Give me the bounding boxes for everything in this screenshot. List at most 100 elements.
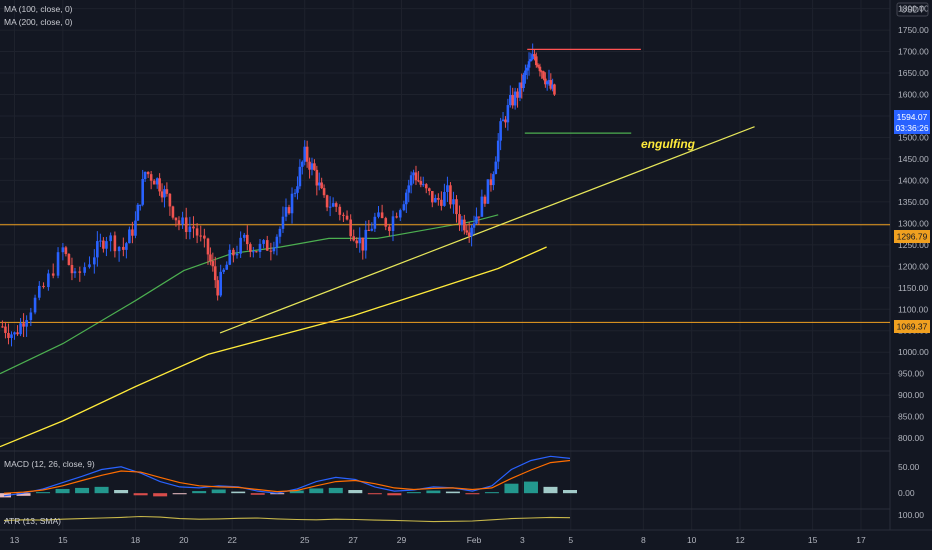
- time-tick-label: 15: [808, 535, 818, 545]
- candle-body: [125, 243, 128, 250]
- time-tick-label: 17: [856, 535, 866, 545]
- macd-histogram-bar: [133, 493, 148, 496]
- candle-body: [269, 250, 273, 252]
- price-tick-label: 1750.00: [898, 25, 929, 35]
- time-tick-label: 15: [58, 535, 68, 545]
- candle-body: [545, 81, 549, 85]
- macd-histogram-bar: [543, 486, 558, 494]
- candle-body: [158, 178, 161, 192]
- candle-body: [181, 217, 184, 225]
- candle-body: [305, 146, 309, 162]
- candle-body: [538, 66, 542, 72]
- candle-body: [496, 140, 500, 162]
- candle-body: [42, 285, 45, 287]
- candle-body: [419, 181, 423, 185]
- candle-body: [213, 266, 217, 281]
- last-price-tag: 1594.07 03:36:26: [894, 110, 930, 134]
- candle-body: [61, 247, 65, 253]
- macd-histogram-bar: [211, 489, 226, 494]
- time-tick-label: 18: [131, 535, 141, 545]
- macd-pane: [0, 455, 577, 498]
- candle-body: [219, 271, 222, 296]
- candle-body: [467, 232, 471, 237]
- macd-tick-label: 50.00: [898, 462, 920, 472]
- candle-body: [171, 206, 175, 218]
- candle-body: [141, 179, 144, 205]
- candle-body: [525, 67, 529, 71]
- candle-body: [203, 235, 206, 239]
- time-tick-label: 10: [687, 535, 697, 545]
- macd-legend[interactable]: MACD (12, 26, close, 9): [4, 459, 95, 469]
- candle-body: [465, 230, 469, 233]
- candle-body: [483, 196, 487, 204]
- candle-body: [345, 215, 349, 220]
- macd-histogram-bar: [16, 493, 31, 496]
- candle-body: [163, 189, 166, 198]
- countdown-value: 03:36:26: [895, 123, 928, 133]
- candle-body: [105, 241, 108, 249]
- candle-body: [281, 216, 285, 229]
- atr-legend[interactable]: ATR (13, SMA): [4, 516, 61, 526]
- candle-body: [56, 252, 60, 276]
- macd-histogram-bar: [328, 487, 343, 494]
- candle-body: [25, 320, 28, 327]
- macd-histogram-bar: [75, 487, 90, 494]
- currency-badge[interactable]: [896, 2, 929, 17]
- drawings[interactable]: [524, 48, 641, 134]
- candle-body: [334, 203, 338, 207]
- candle-body: [352, 236, 356, 241]
- candle-body: [407, 185, 411, 193]
- candle-body: [152, 180, 156, 185]
- trendline[interactable]: [219, 126, 755, 334]
- candle-body: [301, 161, 304, 167]
- candle-body: [364, 229, 368, 251]
- macd-histogram-bar: [563, 490, 577, 494]
- candle-body: [522, 74, 525, 89]
- candle-body: [527, 61, 531, 68]
- candle-body: [249, 244, 252, 252]
- candle-body: [391, 216, 395, 231]
- price-tick-label: 1300.00: [898, 218, 929, 228]
- candle-body: [313, 163, 316, 170]
- candle-body: [136, 204, 140, 221]
- horizontal-levels[interactable]: [0, 224, 890, 323]
- atr-tick-label: 100.00: [898, 510, 924, 520]
- candle-body: [508, 95, 512, 106]
- ma100-path: [0, 214, 499, 375]
- candle-body: [160, 191, 164, 198]
- candle-body: [275, 236, 279, 248]
- candle-body: [355, 240, 359, 244]
- engulfing-annotation[interactable]: engulfing: [641, 137, 696, 151]
- price-tick-label: 1700.00: [898, 47, 929, 57]
- candle-body: [38, 285, 41, 298]
- time-tick-label: 27: [348, 535, 358, 545]
- ma200-legend[interactable]: MA (200, close, 0): [4, 17, 73, 27]
- candle-body: [7, 332, 10, 338]
- macd-histogram-bar: [192, 491, 207, 494]
- candle-body: [149, 174, 153, 181]
- candle-body: [367, 229, 371, 231]
- candle-body: [188, 226, 192, 233]
- candle-body: [146, 171, 150, 175]
- price-tick-label: 950.00: [898, 369, 924, 379]
- candle-body: [328, 206, 332, 208]
- price-tick-label: 850.00: [898, 412, 924, 422]
- ma100-legend[interactable]: MA (100, close, 0): [4, 4, 73, 14]
- candle-body: [551, 84, 554, 89]
- candle-body: [463, 219, 466, 231]
- candle-body: [168, 193, 172, 207]
- price-tick-label: 1100.00: [898, 304, 928, 314]
- candle-body: [287, 207, 291, 214]
- candle-body: [216, 280, 219, 296]
- price-tick-label: 900.00: [898, 390, 924, 400]
- price-tick-label: 800.00: [898, 433, 924, 443]
- time-axis[interactable]: 13 15 18 20 22 25 27 29 Feb 3 5 8 10 12 15 17: [10, 535, 866, 545]
- candle-body: [122, 246, 125, 250]
- candle-body: [470, 227, 473, 237]
- ma200-path: [0, 246, 547, 448]
- price-tick-label: 1000.00: [898, 347, 929, 357]
- macd-histogram-bar: [114, 490, 129, 494]
- time-tick-label: 29: [397, 535, 407, 545]
- candle-body: [199, 235, 203, 237]
- candle-body: [504, 119, 507, 123]
